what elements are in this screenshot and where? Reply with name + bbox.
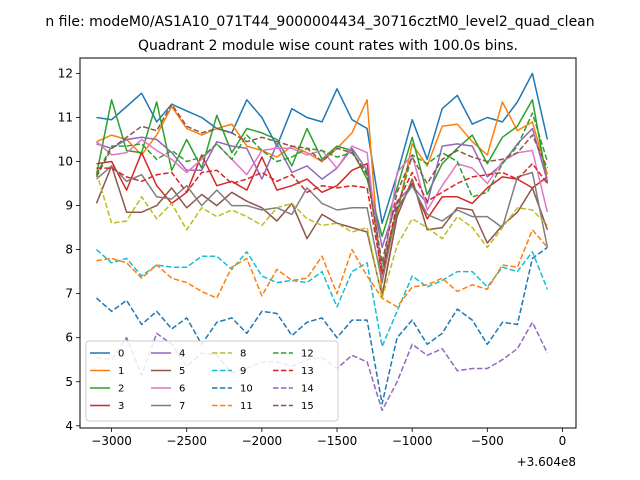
x-offset-label: +3.604e8 xyxy=(517,455,576,469)
y-tick-label: 11 xyxy=(58,110,73,124)
figure-suptitle: n file: modeM0/AS1A10_071T44_9000004434_… xyxy=(45,14,594,30)
legend-label-9: 9 xyxy=(240,366,246,377)
y-tick-label: 10 xyxy=(58,155,73,169)
series-line-8 xyxy=(95,172,548,299)
x-tick-label: −3000 xyxy=(91,434,132,448)
series-line-15 xyxy=(95,103,549,264)
series-line-9 xyxy=(96,249,549,348)
legend-label-8: 8 xyxy=(240,349,246,360)
legend-label-0: 0 xyxy=(118,349,124,360)
y-tick-label: 5 xyxy=(65,375,73,389)
x-tick-label: −2500 xyxy=(166,434,207,448)
legend-label-11: 11 xyxy=(240,401,253,412)
y-axis-ticks: 4 5 6 7 8 9 10 11 12 xyxy=(58,66,80,433)
series-line-5 xyxy=(95,165,549,297)
y-tick-label: 4 xyxy=(65,419,73,433)
series-line-10 xyxy=(96,246,548,405)
legend-label-14: 14 xyxy=(301,384,314,395)
chart-title: Quadrant 2 module wise count rates with … xyxy=(138,38,518,54)
legend-label-5: 5 xyxy=(179,366,185,377)
legend-label-15: 15 xyxy=(301,401,314,412)
plot-frame xyxy=(79,57,577,429)
legend-box xyxy=(85,340,339,422)
legend-label-6: 6 xyxy=(179,384,185,395)
series-line-2 xyxy=(95,99,549,238)
x-tick-label: −1000 xyxy=(392,434,433,448)
series-line-13 xyxy=(96,162,548,275)
series-line-4 xyxy=(96,127,549,249)
legend-label-3: 3 xyxy=(118,401,124,412)
legend-label-1: 1 xyxy=(118,366,124,377)
y-tick-label: 6 xyxy=(65,331,73,345)
legend-label-2: 2 xyxy=(118,384,124,395)
x-tick-label: 0 xyxy=(559,434,567,448)
y-tick-label: 12 xyxy=(58,66,73,80)
series-line-11 xyxy=(96,229,548,308)
y-tick-label: 9 xyxy=(65,199,73,213)
legend-label-10: 10 xyxy=(240,384,253,395)
legend-label-4: 4 xyxy=(179,349,185,360)
x-tick-label: −500 xyxy=(471,434,504,448)
x-tick-label: −2000 xyxy=(242,434,283,448)
series-line-12 xyxy=(95,112,549,268)
y-tick-label: 8 xyxy=(65,243,73,257)
x-axis-ticks: −3000 −2500 −2000 −1500 −1000 −500 0 xyxy=(91,428,566,448)
x-tick-label: −1500 xyxy=(317,434,358,448)
legend-label-12: 12 xyxy=(301,349,314,360)
y-tick-label: 7 xyxy=(65,287,73,301)
legend-label-7: 7 xyxy=(179,401,185,412)
series-line-7 xyxy=(96,165,549,284)
legend-label-13: 13 xyxy=(301,366,314,377)
